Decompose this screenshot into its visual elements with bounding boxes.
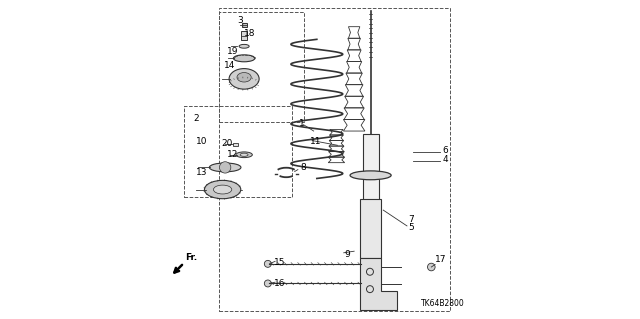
Ellipse shape <box>236 152 252 158</box>
Text: 15: 15 <box>273 258 285 267</box>
Ellipse shape <box>204 180 241 199</box>
Text: 12: 12 <box>227 150 238 159</box>
Bar <box>234 143 238 146</box>
Text: Fr.: Fr. <box>186 253 198 262</box>
Ellipse shape <box>213 185 232 194</box>
Text: 14: 14 <box>223 61 235 70</box>
Ellipse shape <box>229 69 259 89</box>
Text: 13: 13 <box>196 168 207 177</box>
Ellipse shape <box>350 171 391 180</box>
Text: 18: 18 <box>243 28 255 38</box>
Text: 7: 7 <box>408 215 414 224</box>
Text: 1: 1 <box>300 119 305 128</box>
Bar <box>241 31 247 40</box>
Bar <box>363 134 378 201</box>
Text: TK64B2800: TK64B2800 <box>422 299 465 308</box>
Text: 9: 9 <box>344 250 350 259</box>
Text: 3: 3 <box>237 16 243 25</box>
Circle shape <box>264 260 271 267</box>
Bar <box>184 106 292 197</box>
Circle shape <box>264 280 271 287</box>
Bar <box>219 12 304 122</box>
Text: 8: 8 <box>300 163 306 172</box>
Ellipse shape <box>240 153 248 156</box>
Text: 17: 17 <box>435 255 446 263</box>
Circle shape <box>428 263 435 271</box>
Text: 5: 5 <box>408 223 414 232</box>
Text: 16: 16 <box>273 279 285 288</box>
Bar <box>219 8 450 311</box>
Ellipse shape <box>234 55 255 62</box>
Text: 2: 2 <box>193 114 198 123</box>
Text: 4: 4 <box>443 155 448 164</box>
Text: 20: 20 <box>221 139 233 148</box>
Text: 11: 11 <box>310 137 321 146</box>
Bar <box>360 199 381 257</box>
Circle shape <box>220 162 231 173</box>
Ellipse shape <box>237 72 252 82</box>
Bar <box>241 23 246 27</box>
Ellipse shape <box>209 163 241 172</box>
Text: 19: 19 <box>227 47 238 56</box>
Text: 6: 6 <box>443 145 449 154</box>
Polygon shape <box>360 257 397 310</box>
Ellipse shape <box>239 44 249 48</box>
Text: 10: 10 <box>196 137 207 146</box>
